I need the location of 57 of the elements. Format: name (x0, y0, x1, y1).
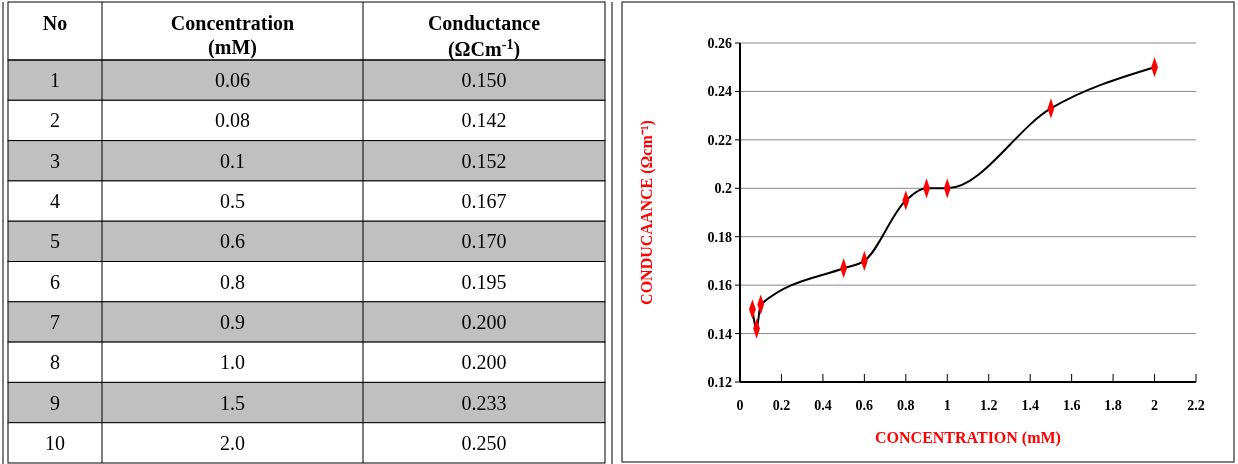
y-tick-label: 0.22 (707, 132, 732, 148)
y-tick-label: 0.18 (707, 229, 732, 245)
y-tick-label: 0.26 (707, 36, 732, 51)
text: 0.200 (461, 351, 507, 374)
y-tick-label: 0.2 (714, 181, 732, 197)
x-tick-label: 2 (1151, 398, 1159, 413)
x-tick-label: 1.6 (1062, 398, 1081, 413)
text: 9 (50, 391, 60, 414)
text: 0.06 (215, 69, 250, 92)
text: 2 (50, 109, 60, 132)
text: 8 (50, 351, 60, 374)
text: 7 (50, 310, 60, 333)
text: No (42, 12, 68, 34)
x-tick-label: 1.4 (1021, 398, 1039, 413)
x-tick-label: 1.2 (979, 398, 998, 413)
text: 1.5 (220, 391, 245, 414)
y-tick-label: 0.24 (707, 84, 732, 100)
text: 1.0 (220, 351, 245, 374)
y-axis-title: CONDUCAANCE (Ωcm⁻¹) (638, 120, 656, 305)
text: 10 (45, 431, 65, 454)
text: Conductance (427, 12, 541, 34)
text: 0.142 (461, 109, 507, 132)
text: 5 (50, 230, 60, 253)
x-tick-label: 0.2 (772, 398, 791, 413)
x-tick-label: 2.2 (1187, 398, 1205, 413)
text: 6 (50, 270, 60, 293)
text: 0.6 (220, 230, 245, 253)
text: 1 (50, 69, 60, 92)
text: 0.195 (461, 270, 507, 293)
text: 0.167 (461, 190, 507, 213)
text: 0.9 (220, 310, 245, 333)
x-tick-label: 1.8 (1104, 398, 1122, 413)
x-tick-label: 1 (943, 398, 951, 413)
x-axis-title: CONCENTRATION (mM) (875, 429, 1061, 447)
x-tick-label: 0 (736, 398, 744, 413)
text: (mM) (208, 36, 257, 59)
text: 3 (50, 149, 60, 172)
text: 0.8 (220, 270, 245, 293)
text: 0.233 (461, 391, 507, 414)
text: 0.152 (461, 149, 507, 172)
y-tick-label: 0.16 (707, 278, 732, 294)
x-tick-label: 0.4 (814, 398, 832, 413)
text: 4 (50, 190, 60, 213)
text: 2.0 (220, 431, 245, 454)
text: 0.150 (461, 69, 507, 92)
x-tick-label: 0.6 (855, 398, 874, 413)
y-tick-label: 0.12 (707, 375, 732, 390)
x-tick-label: 0.8 (897, 398, 915, 413)
text: 0.08 (215, 109, 250, 132)
text: 0.170 (461, 230, 507, 253)
text: 0.200 (461, 310, 507, 333)
y-tick-label: 0.14 (707, 326, 732, 342)
text: 0.5 (220, 190, 245, 213)
text: 0.1 (220, 149, 245, 172)
text: Concentration (170, 12, 295, 34)
text: (ΩCm$^{-1}$) (447, 36, 521, 61)
text: 0.250 (461, 431, 507, 454)
